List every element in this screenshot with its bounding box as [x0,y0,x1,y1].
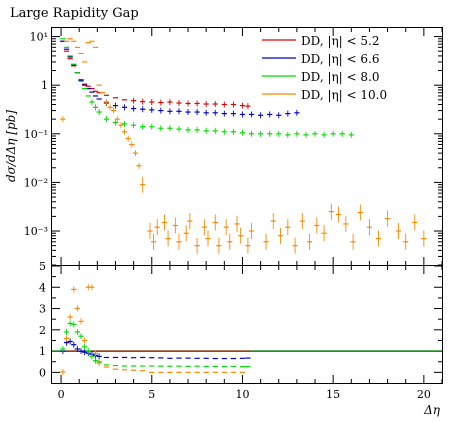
y-tick-label: 10⁻³ [24,225,48,238]
chart-title: Large Rapidity Gap [10,6,139,21]
legend-label: DD, |η| < 5.2 [301,34,380,48]
legend-label: DD, |η| < 6.6 [301,52,380,66]
y-tick-label: 1 [41,79,48,92]
ratio-series-DD, |η| < 8.0 [60,320,251,368]
ratio-y-tick-label: 1 [39,345,46,358]
ratio-y-tick-label: 5 [39,260,46,273]
main-plot [52,28,443,266]
x-tick-label: 5 [148,388,155,401]
ratio-series-DD, |η| < 10.0 [60,284,246,375]
legend-label: DD, |η| < 8.0 [301,70,380,84]
y-tick-label: 10¹ [30,31,48,44]
ratio-series-DD, |η| < 6.6 [60,338,251,360]
x-tick-label: 15 [326,388,340,401]
x-tick-label: 0 [58,388,65,401]
series-DD, |η| < 8.0 [60,38,354,138]
ratio-y-tick-label: 3 [39,303,46,316]
legend-label: DD, |η| < 10.0 [301,88,387,102]
ratio-y-tick-label: 0 [39,366,46,379]
y-tick-label: 10⁻² [24,176,48,189]
y-axis-title: dσ/dΔη [pb] [4,110,18,182]
series-DD, |η| < 10.0 [60,38,427,254]
ratio-plot [52,265,443,383]
y-tick-label: 10⁻¹ [24,128,48,141]
series-DD, |η| < 5.2 [60,40,251,110]
x-axis-title: Δη [423,403,441,417]
ratio-plot-frame [51,265,443,384]
ratio-y-tick-label: 4 [39,281,46,294]
x-tick-label: 10 [235,388,249,401]
legend: DD, |η| < 5.2 DD, |η| < 6.6 DD, |η| < 8.0 D… [262,34,387,102]
main-plot-frame [51,27,443,266]
ratio-y-tick-label: 2 [39,324,46,337]
x-tick-label: 20 [417,388,431,401]
